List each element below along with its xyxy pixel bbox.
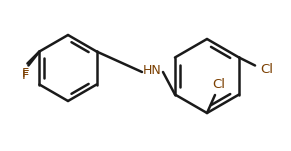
Text: Cl: Cl xyxy=(260,63,274,76)
Text: HN: HN xyxy=(143,64,162,77)
Text: Cl: Cl xyxy=(212,79,226,92)
Text: F: F xyxy=(22,69,29,82)
Text: F: F xyxy=(22,67,29,80)
